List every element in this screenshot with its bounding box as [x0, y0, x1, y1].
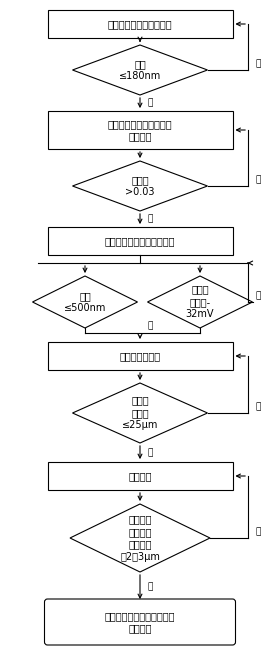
- Polygon shape: [70, 504, 210, 572]
- Text: 油脂粒
子直径
≤25μm: 油脂粒 子直径 ≤25μm: [122, 395, 158, 430]
- Bar: [48, 462, 232, 490]
- Text: 负电荷
不少于-
32mV: 负电荷 不少于- 32mV: [186, 285, 214, 319]
- Polygon shape: [73, 383, 207, 443]
- Text: 杰纳斯人参淀粉粒子的制备: 杰纳斯人参淀粉粒子的制备: [105, 236, 175, 246]
- Text: 粒径
≤180nm: 粒径 ≤180nm: [119, 59, 161, 81]
- Text: 懒液溶胶的制备: 懒液溶胶的制备: [120, 351, 160, 361]
- Bar: [48, 342, 232, 370]
- Text: 是: 是: [148, 322, 153, 330]
- Text: 强化分散: 强化分散: [128, 471, 152, 481]
- Text: 是: 是: [148, 448, 153, 457]
- Text: 否: 否: [255, 59, 260, 68]
- Text: 是: 是: [148, 99, 153, 107]
- Polygon shape: [148, 276, 253, 328]
- Text: 否: 否: [255, 528, 260, 536]
- Text: 取代度
>0.03: 取代度 >0.03: [125, 175, 155, 197]
- Text: 否: 否: [255, 403, 260, 411]
- Text: 粒径
≤500nm: 粒径 ≤500nm: [64, 291, 106, 313]
- Bar: [48, 111, 232, 149]
- Text: 否: 否: [255, 176, 260, 184]
- Text: 是: 是: [148, 582, 153, 592]
- Text: 是: 是: [148, 215, 153, 224]
- Text: 杰纳斯人参淀粉粒子稳定的
懒液溶胶: 杰纳斯人参淀粉粒子稳定的 懒液溶胶: [105, 611, 175, 633]
- Polygon shape: [32, 276, 137, 328]
- Text: 否: 否: [255, 291, 260, 301]
- Text: 体积、表
面积平均
直径不超
过2、3μm: 体积、表 面积平均 直径不超 过2、3μm: [120, 515, 160, 561]
- Bar: [48, 227, 232, 255]
- Text: 湿基人参淀粉粒子的制备: 湿基人参淀粉粒子的制备: [108, 19, 172, 29]
- Text: 湿基界面活性人参淀粉粒
子的制备: 湿基界面活性人参淀粉粒 子的制备: [108, 119, 172, 141]
- Bar: [48, 10, 232, 38]
- Polygon shape: [73, 45, 207, 95]
- FancyBboxPatch shape: [45, 599, 235, 645]
- Polygon shape: [73, 161, 207, 211]
